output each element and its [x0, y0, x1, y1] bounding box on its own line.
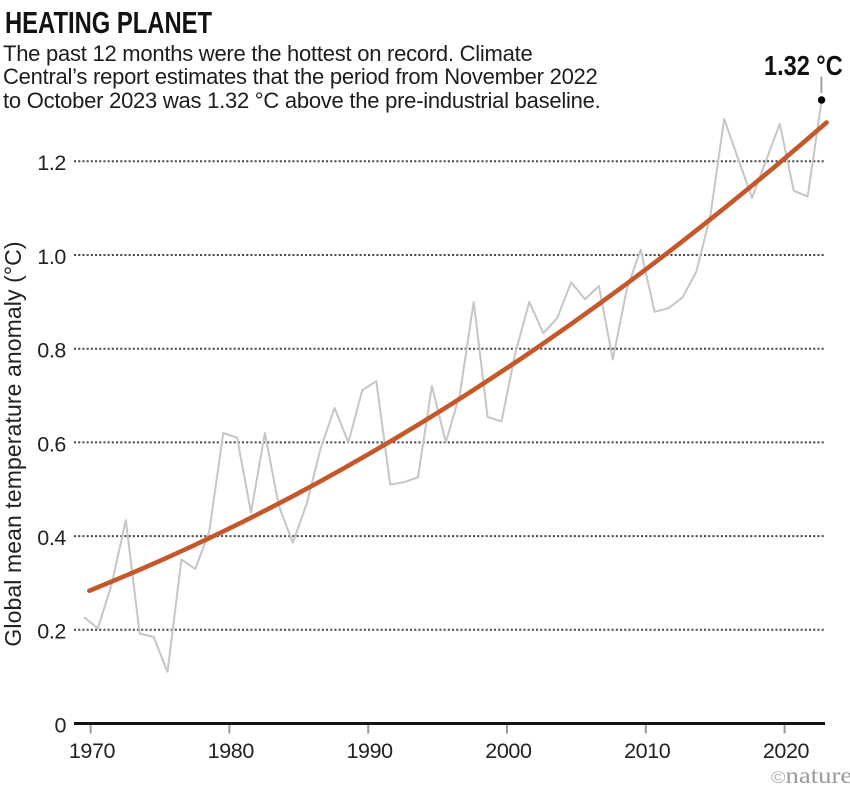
svg-text:1990: 1990	[346, 739, 393, 763]
svg-text:2010: 2010	[624, 739, 671, 763]
svg-text:1.0: 1.0	[37, 245, 66, 269]
svg-text:0.2: 0.2	[37, 620, 66, 644]
svg-text:Global mean temperature anomal: Global mean temperature anomaly (°C)	[0, 241, 26, 646]
svg-text:0.4: 0.4	[37, 526, 66, 550]
svg-text:1980: 1980	[208, 739, 255, 763]
svg-text:2020: 2020	[763, 739, 810, 763]
svg-text:1970: 1970	[69, 739, 116, 763]
svg-text:0.8: 0.8	[37, 339, 66, 363]
svg-text:0: 0	[54, 713, 66, 737]
svg-text:2000: 2000	[485, 739, 532, 763]
svg-text:0.6: 0.6	[37, 432, 66, 456]
svg-text:1.2: 1.2	[37, 151, 66, 175]
